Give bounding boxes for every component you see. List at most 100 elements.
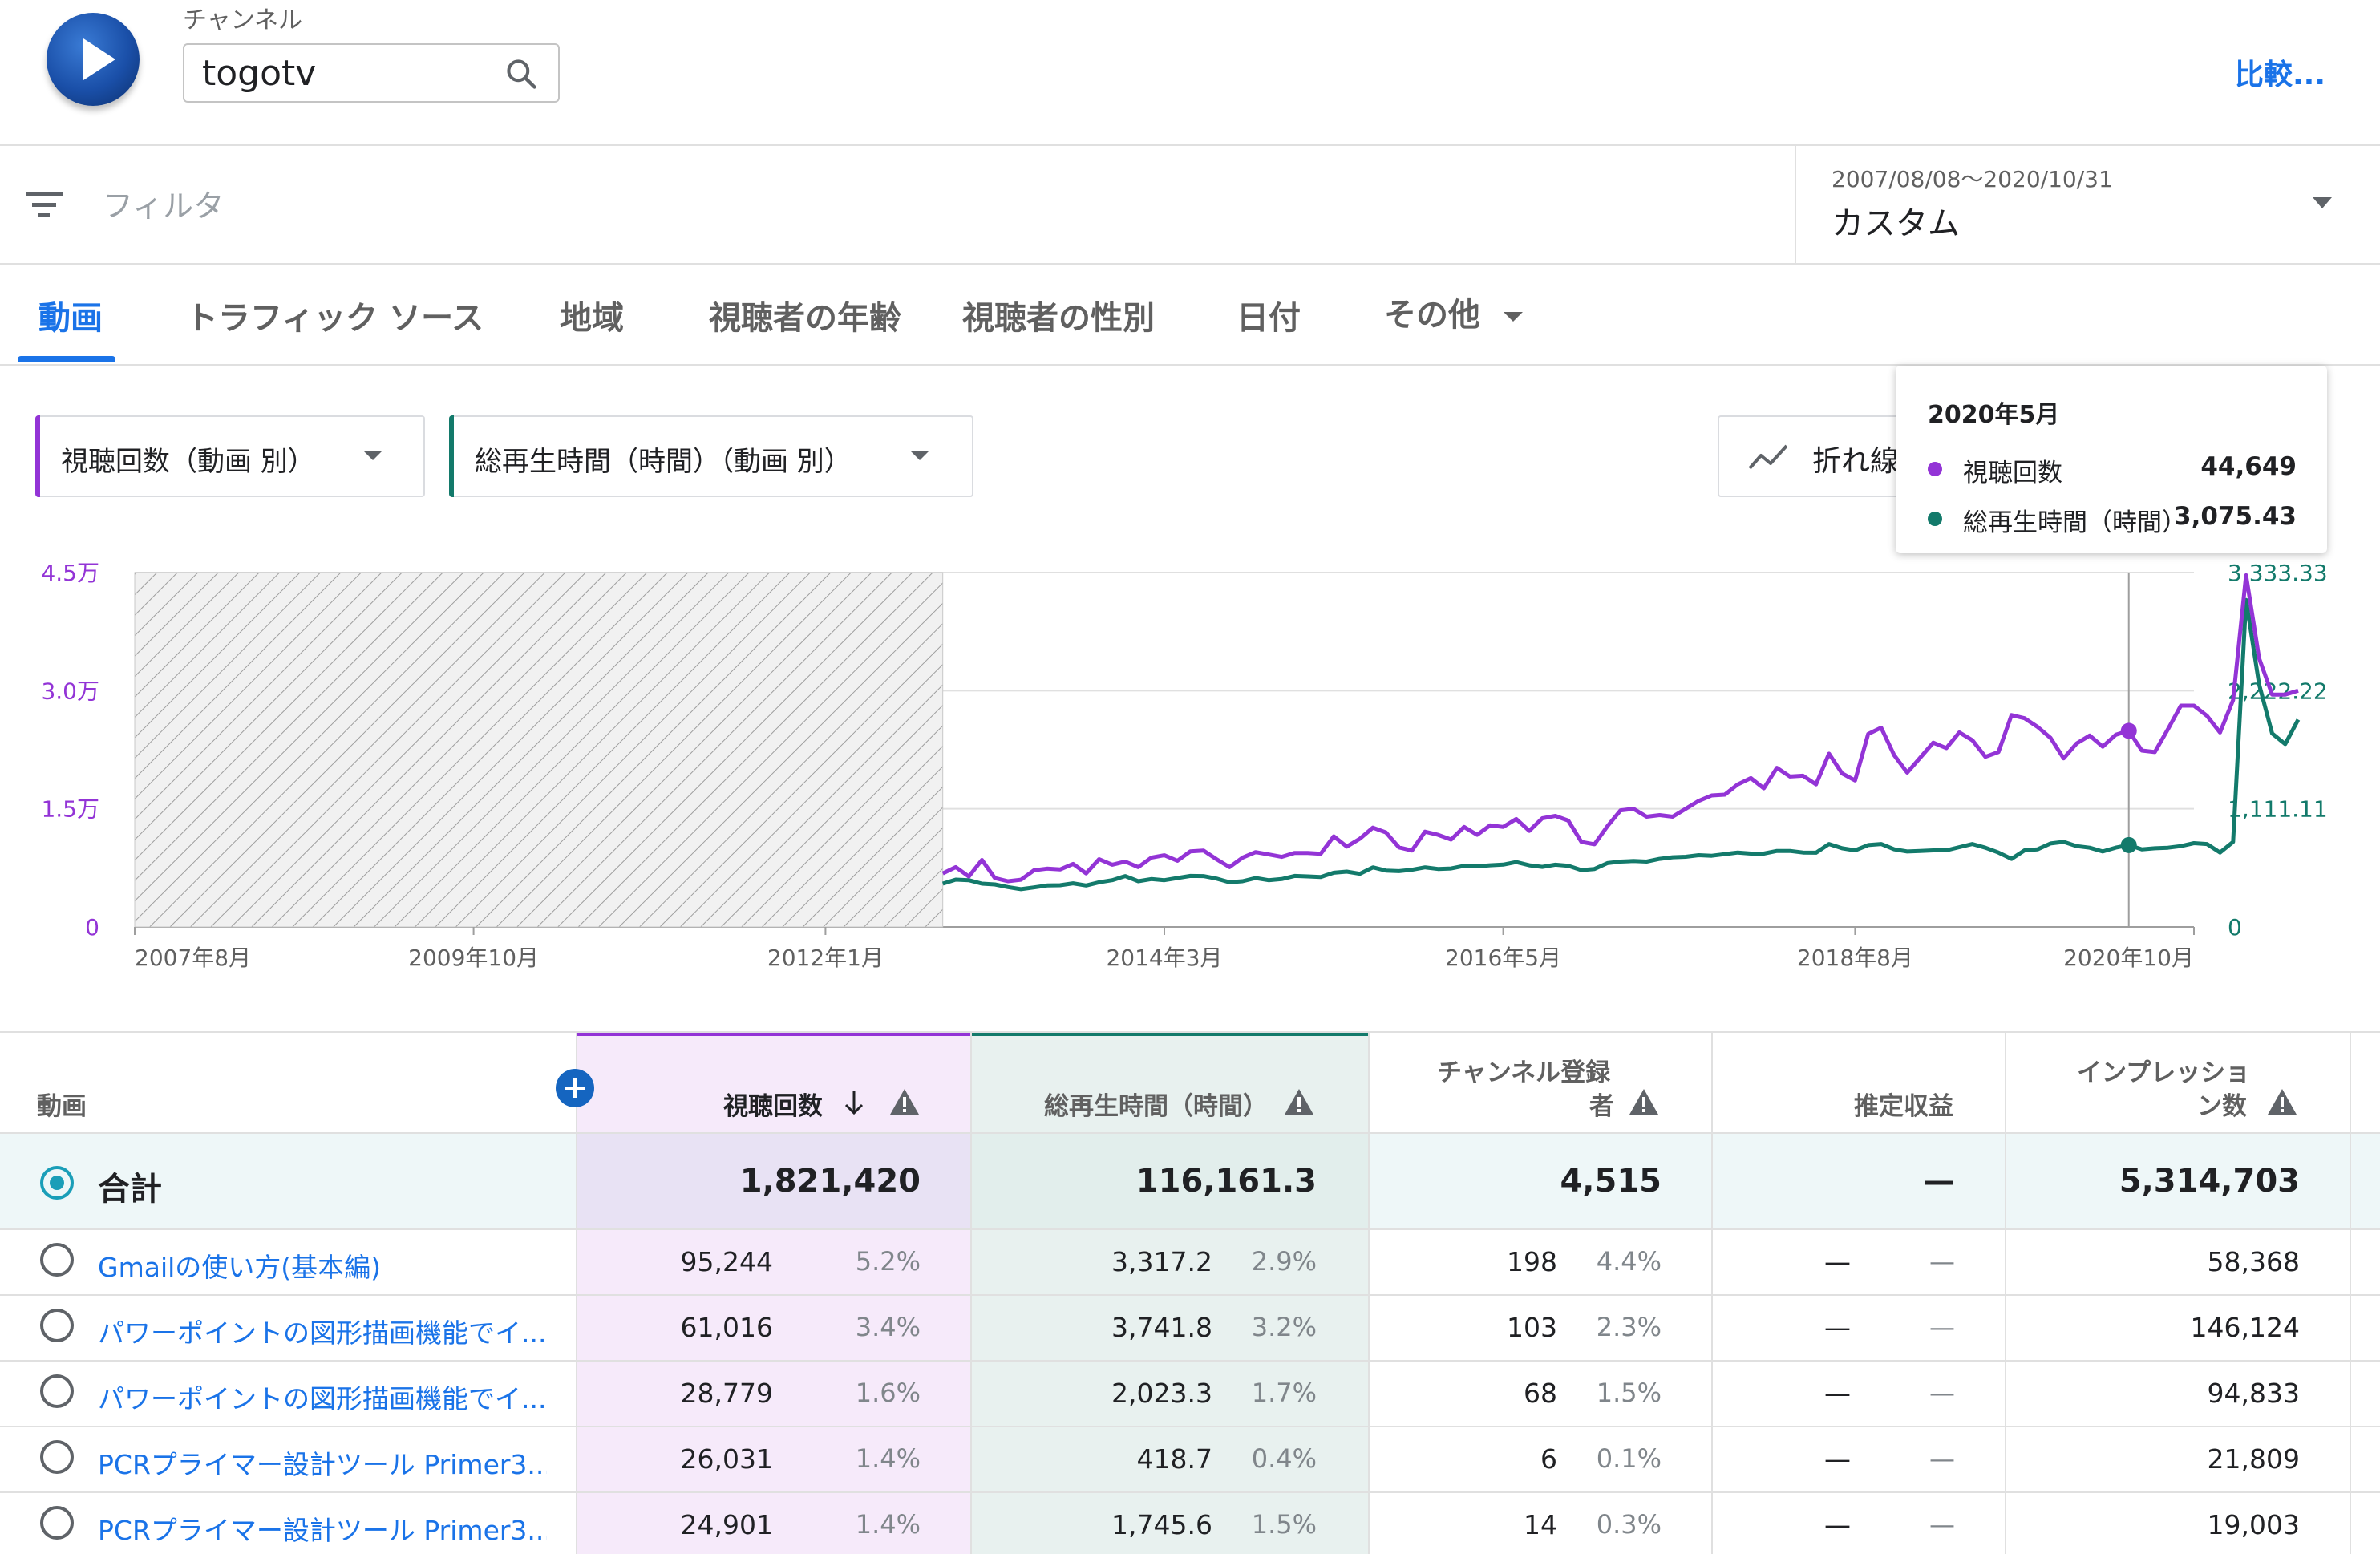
y-left-tick-label: 1.5万: [41, 796, 99, 823]
row-radio[interactable]: [40, 1440, 74, 1474]
cell-watch-time-pct: 2.9%: [1251, 1246, 1317, 1277]
chart-type-select[interactable]: 折れ線: [1718, 415, 1910, 497]
table-border: [970, 1031, 972, 1554]
filter-icon[interactable]: [24, 188, 67, 223]
tab-more[interactable]: その他: [1384, 289, 1524, 335]
channel-search-box[interactable]: togotv: [183, 43, 560, 103]
views-column-bg: [577, 1031, 972, 1554]
cell-subscribers-pct: 4.4%: [1596, 1246, 1662, 1277]
hover-point-views: [2120, 722, 2137, 739]
video-title-link[interactable]: PCRプライマー設計ツール Primer3...: [98, 1515, 547, 1546]
tab-geography[interactable]: 地域: [560, 300, 624, 337]
total-revenue: —: [1923, 1163, 1955, 1200]
cell-subscribers: 14: [1524, 1509, 1557, 1540]
video-title-link[interactable]: パワーポイントの図形描画機能でイ...: [98, 1383, 547, 1414]
video-title-link[interactable]: パワーポイントの図形描画機能でイ...: [98, 1317, 547, 1349]
tooltip-row-name: 視聴回数: [1963, 459, 2062, 488]
cell-watch-time-pct: 3.2%: [1251, 1312, 1317, 1342]
add-column-icon[interactable]: [555, 1068, 595, 1108]
tab-video[interactable]: 動画: [38, 300, 103, 337]
table-border: [0, 1360, 2380, 1362]
cell-subscribers-pct: 2.3%: [1596, 1312, 1662, 1342]
cell-watch-time-pct: 1.7%: [1251, 1378, 1317, 1408]
y-right-tick-label: 0: [2228, 914, 2242, 941]
y-right-tick-label: 3,333.33: [2228, 560, 2328, 586]
cell-views-pct: 1.4%: [855, 1443, 921, 1474]
tab-viewer-age[interactable]: 視聴者の年齢: [709, 300, 901, 337]
warning-icon[interactable]: [1283, 1087, 1315, 1116]
video-title-link[interactable]: Gmailの使い方(基本編): [98, 1252, 382, 1283]
tab-more-label: その他: [1384, 297, 1480, 334]
table-border: [0, 1294, 2380, 1296]
cell-impressions: 146,124: [2190, 1312, 2300, 1343]
filter-input[interactable]: フィルタ: [103, 188, 225, 224]
y-left-tick-label: 0: [85, 914, 99, 941]
table-border: [0, 1031, 2380, 1033]
chart-tooltip: 2020年5月 視聴回数 44,649 総再生時間（時間） 3,075.43: [1896, 366, 2327, 553]
warning-icon[interactable]: [888, 1087, 921, 1116]
total-impressions: 5,314,703: [2119, 1163, 2300, 1200]
cell-watch-time: 1,745.6: [1111, 1509, 1212, 1540]
row-radio[interactable]: [40, 1309, 74, 1342]
warning-icon[interactable]: [1628, 1087, 1660, 1116]
total-watch-cell-bg: [972, 1134, 1368, 1228]
x-tick-label: 2018年8月: [1797, 945, 1913, 971]
y-axis-right: 0 1,111.11 2,222.22 3,333.33: [2228, 560, 2328, 941]
cell-subscribers-pct: 0.1%: [1596, 1443, 1662, 1474]
cell-impressions: 94,833: [2207, 1378, 2300, 1409]
cell-views: 28,779: [680, 1378, 773, 1409]
cell-views-pct: 3.4%: [855, 1312, 921, 1342]
search-icon[interactable]: [504, 56, 539, 91]
channel-input[interactable]: togotv: [202, 53, 317, 94]
compare-link[interactable]: 比較...: [2234, 59, 2325, 91]
header-watch-time[interactable]: 総再生時間（時間）: [1044, 1092, 1268, 1121]
header-subscribers-line2[interactable]: 者: [1589, 1092, 1614, 1121]
table-border: [0, 1491, 2380, 1493]
tab-viewer-gender[interactable]: 視聴者の性別: [962, 300, 1155, 337]
tab-date[interactable]: 日付: [1237, 300, 1301, 337]
x-tick-label: 2020年10月: [2063, 945, 2194, 971]
cell-revenue: —: [1824, 1312, 1851, 1343]
y-axis-left: 0 1.5万 3.0万 4.5万: [41, 560, 99, 941]
video-title-link[interactable]: PCRプライマー設計ツール Primer3...: [98, 1449, 547, 1480]
warning-icon[interactable]: [2266, 1087, 2298, 1116]
watch-time-legend-dot: [1928, 512, 1942, 526]
header-impressions-line1[interactable]: インプレッショ: [2077, 1058, 2251, 1087]
tab-traffic-source[interactable]: トラフィック ソース: [186, 300, 484, 337]
table-border: [2005, 1031, 2006, 1554]
header-subscribers-line1[interactable]: チャンネル登録: [1437, 1058, 1611, 1087]
total-views: 1,821,420: [739, 1163, 921, 1200]
chevron-down-icon: [1503, 312, 1523, 322]
channel-logo[interactable]: [47, 13, 140, 106]
date-range-picker[interactable]: 2007/08/08〜2020/10/31 カスタム: [1795, 146, 2380, 263]
channel-label: チャンネル: [183, 6, 303, 34]
total-radio[interactable]: [40, 1166, 74, 1200]
tooltip-title: 2020年5月: [1928, 401, 2060, 429]
play-icon: [83, 38, 115, 80]
table-border: [2350, 1031, 2351, 1554]
cell-watch-time: 3,317.2: [1111, 1246, 1212, 1277]
row-radio[interactable]: [40, 1374, 74, 1408]
x-tick-label: 2016年5月: [1445, 945, 1561, 971]
watch-time-column-accent: [972, 1031, 1368, 1036]
views-column-accent: [577, 1031, 972, 1036]
secondary-metric-select[interactable]: 総再生時間（時間）（動画 別）: [449, 415, 973, 497]
header: チャンネル togotv 比較...: [0, 0, 2380, 146]
secondary-metric-label: 総再生時間（時間）（動画 別）: [475, 446, 852, 478]
row-radio[interactable]: [40, 1243, 74, 1277]
cell-impressions: 21,809: [2207, 1443, 2300, 1475]
table-border: [0, 1426, 2380, 1427]
cell-revenue-pct: —: [1929, 1312, 1955, 1342]
header-views-label: 視聴回数: [723, 1092, 823, 1121]
row-radio[interactable]: [40, 1506, 74, 1540]
date-preset: カスタム: [1832, 205, 1960, 242]
sort-down-icon[interactable]: [844, 1089, 864, 1116]
total-label: 合計: [98, 1171, 162, 1208]
primary-metric-select[interactable]: 視聴回数（動画 別）: [35, 415, 425, 497]
x-tick-label: 2012年1月: [767, 945, 884, 971]
cell-subscribers: 198: [1507, 1246, 1557, 1277]
dropdown-arrow-icon: [910, 451, 929, 460]
header-revenue[interactable]: 推定収益: [1854, 1092, 1953, 1121]
header-views[interactable]: 視聴回数: [723, 1086, 823, 1122]
header-impressions-line2[interactable]: ン数: [2197, 1092, 2247, 1121]
